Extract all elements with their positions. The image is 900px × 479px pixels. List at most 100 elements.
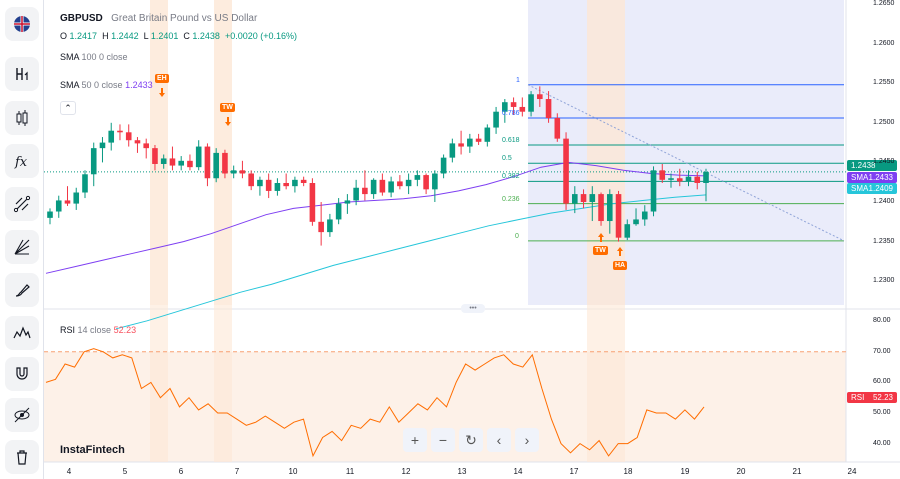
trash-icon[interactable] bbox=[5, 440, 39, 474]
event-tag-tw-right[interactable]: TW bbox=[593, 246, 608, 255]
magnet-icon[interactable] bbox=[5, 357, 39, 391]
candle-body bbox=[405, 179, 412, 187]
rsi-legend[interactable]: RSI 14 close 52.23 bbox=[60, 325, 136, 335]
fib-level-label: 0.382 bbox=[502, 173, 520, 181]
candle-body bbox=[64, 200, 71, 204]
time-tick-label: 12 bbox=[401, 467, 411, 476]
candle-body bbox=[449, 143, 456, 158]
candle-body bbox=[598, 194, 604, 222]
candle-body bbox=[641, 211, 648, 220]
sma100-price-tag: SMA 1.2409 bbox=[847, 183, 897, 194]
event-tag-eh[interactable]: EH bbox=[155, 74, 169, 83]
candle-body bbox=[292, 179, 298, 187]
candle-body bbox=[99, 142, 106, 149]
flag-icon[interactable] bbox=[5, 7, 39, 41]
reset-view-button[interactable]: ↻ bbox=[459, 428, 483, 452]
candle-body bbox=[274, 183, 281, 191]
price-tick-label: 1.2350 bbox=[873, 237, 895, 245]
zoom-in-button[interactable]: + bbox=[403, 428, 427, 452]
symbol-header: GBPUSD Great Britain Pound vs US Dollar bbox=[60, 13, 257, 24]
price-tick-label: 1.2450 bbox=[873, 158, 895, 166]
rsi-event-zone-2 bbox=[214, 305, 232, 462]
candle-body bbox=[300, 179, 307, 183]
candle-body bbox=[379, 179, 386, 193]
candles-icon[interactable] bbox=[5, 101, 39, 135]
event-tag-tw-left[interactable]: TW bbox=[220, 103, 235, 112]
rsi-tick-label: 80.00 bbox=[873, 317, 891, 325]
candle-body bbox=[117, 130, 123, 133]
candle-body bbox=[204, 146, 211, 179]
timeframe-icon[interactable] bbox=[5, 57, 39, 91]
time-tick-label: 17 bbox=[569, 467, 579, 476]
candle-body bbox=[668, 178, 674, 180]
sma100-legend[interactable]: SMA 100 0 close bbox=[60, 52, 128, 62]
high-label: H bbox=[102, 31, 109, 41]
candle-body bbox=[432, 173, 438, 190]
scroll-left-button[interactable]: ‹ bbox=[487, 428, 511, 452]
price-tick-label: 1.2500 bbox=[873, 118, 895, 126]
sma50-name: SMA bbox=[60, 80, 80, 90]
candle-body bbox=[545, 99, 552, 119]
time-tick-label: 21 bbox=[792, 467, 802, 476]
time-tick-label: 24 bbox=[847, 467, 857, 476]
event-arrow-up bbox=[617, 247, 623, 256]
hide-drawings-icon[interactable] bbox=[5, 398, 39, 432]
event-arrow-down bbox=[225, 117, 231, 126]
candle-body bbox=[344, 200, 351, 204]
pane-divider-handle[interactable]: ••• bbox=[461, 304, 485, 313]
candle-body bbox=[467, 138, 473, 147]
open-value: 1.2417 bbox=[69, 31, 98, 41]
symbol-description: Great Britain Pound vs US Dollar bbox=[111, 13, 258, 24]
fib-diagonal bbox=[527, 84, 845, 242]
candle-body bbox=[554, 118, 561, 139]
time-tick-label: 5 bbox=[122, 467, 128, 476]
candle-body bbox=[580, 194, 587, 203]
chart-navigation: + − ↻ ‹ › bbox=[403, 428, 539, 452]
gann-fib-icon[interactable] bbox=[5, 230, 39, 264]
trendline-icon[interactable] bbox=[5, 187, 39, 221]
sma50-value: 1.2433 bbox=[125, 80, 153, 90]
candle-body bbox=[134, 140, 141, 144]
scroll-right-button[interactable]: › bbox=[515, 428, 539, 452]
fib-level-label: 0.5 bbox=[502, 155, 512, 163]
candle-body bbox=[213, 152, 219, 179]
candle-body bbox=[47, 211, 53, 218]
sma100-name: SMA bbox=[60, 52, 80, 62]
sma50-legend[interactable]: SMA 50 0 close 1.2433 bbox=[60, 80, 153, 90]
candle-body bbox=[502, 102, 508, 112]
candle-body bbox=[589, 194, 596, 203]
candle-body bbox=[650, 170, 657, 212]
candle-body bbox=[257, 179, 263, 187]
candle-body bbox=[222, 152, 228, 174]
rsi-tick-label: 50.00 bbox=[873, 409, 891, 416]
candle-body bbox=[633, 219, 639, 225]
candle-body bbox=[440, 157, 447, 174]
collapse-legend-button[interactable]: ⌃ bbox=[60, 101, 76, 115]
zoom-out-button[interactable]: − bbox=[431, 428, 455, 452]
fib-level-label: 1 bbox=[516, 76, 520, 84]
last-price-tag: 1.2438 bbox=[847, 160, 897, 171]
rsi-event-zone-3 bbox=[587, 305, 625, 462]
indicators-icon[interactable]: fx bbox=[5, 144, 39, 178]
candle-body bbox=[397, 181, 403, 187]
event-zone-tw-ha bbox=[587, 0, 625, 305]
patterns-icon[interactable] bbox=[5, 316, 39, 350]
low-label: L bbox=[143, 31, 149, 41]
time-tick-label: 10 bbox=[288, 467, 298, 476]
brush-icon[interactable] bbox=[5, 273, 39, 307]
candle-body bbox=[528, 94, 534, 112]
candle-body bbox=[458, 143, 464, 147]
close-value: 1.2438 bbox=[192, 31, 220, 41]
candle-body bbox=[563, 138, 569, 204]
candle-body bbox=[239, 170, 246, 174]
sma50-line bbox=[45, 161, 707, 274]
time-tick-label: 4 bbox=[66, 467, 72, 476]
fib-zone-bg bbox=[528, 0, 844, 305]
event-tag-ha[interactable]: HA bbox=[613, 261, 628, 270]
candle-body bbox=[362, 187, 368, 195]
time-tick-label: 13 bbox=[457, 467, 467, 476]
symbol-name: GBPUSD bbox=[60, 13, 103, 24]
high-value: 1.2442 bbox=[111, 31, 139, 41]
low-value: 1.2401 bbox=[150, 31, 179, 41]
